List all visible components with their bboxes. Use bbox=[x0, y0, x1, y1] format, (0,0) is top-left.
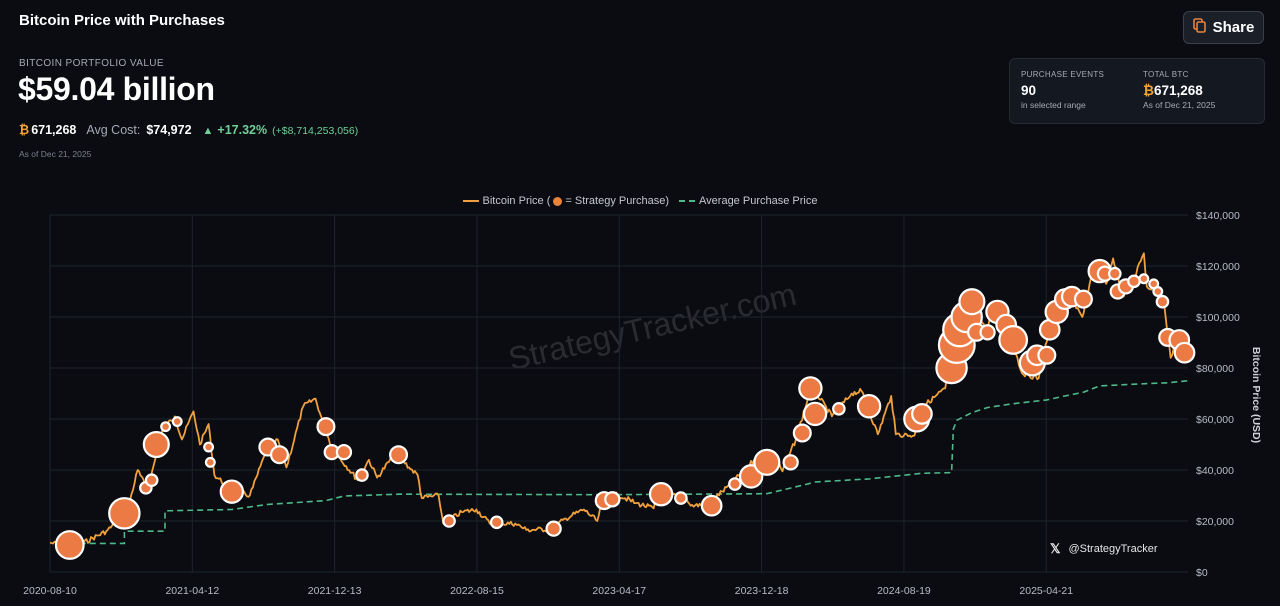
triangle-up-icon: ▲ bbox=[202, 125, 214, 137]
summary-card: PURCHASE EVENTS 90 in selected range TOT… bbox=[1009, 58, 1265, 124]
purchase-marker bbox=[1138, 273, 1150, 285]
y-axis-title: Bitcoin Price (USD) bbox=[1250, 346, 1262, 444]
purchase-marker bbox=[798, 376, 823, 401]
legend-price-swatch bbox=[462, 200, 479, 203]
purchase-marker bbox=[832, 401, 846, 416]
chart-title: Bitcoin Price with Purchases bbox=[19, 12, 225, 29]
purchase-events-value: 90 bbox=[1021, 83, 1037, 98]
purchase-marker bbox=[958, 288, 986, 316]
purchase-marker bbox=[389, 445, 409, 465]
purchase-marker bbox=[674, 491, 688, 505]
purchase-marker bbox=[269, 445, 289, 465]
purchase-marker bbox=[442, 514, 456, 528]
y-tick-label: $100,000 bbox=[1196, 312, 1240, 324]
purchase-marker bbox=[753, 448, 781, 476]
avg-cost-label: Avg Cost: bbox=[86, 123, 141, 137]
y-tick-label: $40,000 bbox=[1196, 465, 1234, 477]
handle-text: @StrategyTracker bbox=[1068, 543, 1158, 555]
gain-percent: +17.32% bbox=[217, 123, 268, 137]
y-tick-label: $20,000 bbox=[1196, 516, 1234, 528]
purchase-marker bbox=[1152, 286, 1164, 297]
legend-price-label: Bitcoin Price ( bbox=[482, 195, 551, 208]
portfolio-value-label: BITCOIN PORTFOLIO VALUE bbox=[19, 58, 164, 69]
purchase-marker bbox=[54, 530, 85, 560]
purchase-events-stat: PURCHASE EVENTS 90 in selected range bbox=[1021, 70, 1104, 110]
total-btc-sub: As of Dec 21, 2025 bbox=[1143, 100, 1216, 110]
legend-average-label: Average Purchase Price bbox=[699, 195, 818, 208]
portfolio-value: $59.04 billion bbox=[18, 71, 215, 107]
portfolio-stats: ₿ 671,268 Avg Cost: $74,972 ▲ +17.32% (+… bbox=[19, 123, 358, 137]
purchase-marker bbox=[802, 401, 828, 427]
y-tick-label: $140,000 bbox=[1196, 210, 1240, 222]
total-btc-row: ₿671,268 bbox=[1143, 83, 1215, 98]
x-tick-label: 2021-04-12 bbox=[165, 585, 219, 597]
purchase-marker bbox=[160, 421, 172, 433]
purchase-marker bbox=[489, 515, 504, 530]
y-tick-label: $0 bbox=[1196, 567, 1208, 579]
purchase-marker bbox=[911, 403, 933, 425]
x-tick-label: 2020-08-10 bbox=[23, 585, 77, 597]
total-btc-stat: TOTAL BTC ₿671,268 As of Dec 21, 2025 bbox=[1143, 70, 1215, 110]
purchase-marker bbox=[979, 324, 996, 341]
purchase-marker bbox=[108, 497, 141, 530]
purchase-marker bbox=[142, 430, 170, 459]
legend-purchase-dot bbox=[553, 196, 563, 206]
y-tick-label: $120,000 bbox=[1196, 261, 1240, 273]
bitcoin-icon: ₿ bbox=[19, 123, 30, 137]
x-tick-label: 2025-04-21 bbox=[1019, 585, 1073, 597]
x-tick-label: 2023-12-18 bbox=[735, 585, 789, 597]
purchase-marker bbox=[355, 468, 369, 482]
y-tick-label: $60,000 bbox=[1196, 414, 1234, 426]
purchase-marker bbox=[1108, 266, 1122, 281]
avg-cost-value: $74,972 bbox=[146, 123, 192, 137]
purchase-marker bbox=[1073, 289, 1093, 309]
purchase-events-label: PURCHASE EVENTS bbox=[1021, 70, 1105, 79]
purchase-marker bbox=[782, 454, 799, 471]
purchase-marker bbox=[203, 441, 215, 453]
purchase-marker bbox=[1037, 345, 1057, 365]
purchase-marker bbox=[204, 456, 216, 468]
purchase-marker bbox=[792, 423, 812, 443]
purchase-marker bbox=[1173, 341, 1196, 364]
total-btc-value: 671,268 bbox=[1154, 83, 1203, 98]
purchase-marker bbox=[219, 479, 245, 504]
chart-legend: Bitcoin Price ( = Strategy Purchase) Avera… bbox=[0, 195, 1280, 207]
purchase-marker bbox=[998, 325, 1029, 355]
x-logo-icon: 𝕏 bbox=[1050, 541, 1061, 556]
purchase-marker bbox=[648, 482, 674, 507]
x-tick-label: 2023-04-17 bbox=[592, 585, 646, 597]
purchase-marker bbox=[1127, 274, 1141, 289]
purchase-marker bbox=[1155, 294, 1170, 309]
purchase-marker bbox=[728, 477, 742, 491]
x-tick-label: 2024-08-19 bbox=[877, 585, 931, 597]
purchase-marker bbox=[335, 444, 353, 461]
social-handle[interactable]: 𝕏 @StrategyTracker bbox=[1050, 541, 1158, 557]
share-label: Share bbox=[1212, 19, 1255, 36]
purchase-marker bbox=[604, 491, 621, 508]
x-tick-label: 2021-12-13 bbox=[308, 585, 362, 597]
y-tick-label: $80,000 bbox=[1196, 363, 1234, 375]
gain-usd: (+$8,714,253,056) bbox=[272, 125, 359, 137]
purchase-marker bbox=[856, 394, 882, 419]
copy-icon bbox=[1192, 18, 1206, 37]
purchase-marker bbox=[171, 416, 183, 427]
purchase-marker bbox=[144, 473, 159, 487]
legend-average-swatch bbox=[679, 200, 696, 203]
purchase-marker bbox=[545, 520, 562, 537]
purchase-marker bbox=[316, 417, 336, 437]
legend-purchase-label: = Strategy Purchase) bbox=[565, 195, 670, 208]
total-btc-label: TOTAL BTC bbox=[1143, 70, 1189, 79]
x-tick-label: 2022-08-15 bbox=[450, 585, 504, 597]
as-of-date: As of Dec 21, 2025 bbox=[19, 149, 92, 159]
purchase-marker bbox=[700, 494, 723, 517]
purchase-events-sub: in selected range bbox=[1021, 100, 1086, 110]
share-button[interactable]: Share bbox=[1183, 11, 1264, 44]
bitcoin-icon: ₿ bbox=[1143, 83, 1155, 98]
btc-holdings: 671,268 bbox=[31, 123, 77, 137]
average-purchase-price-line bbox=[69, 380, 1188, 545]
